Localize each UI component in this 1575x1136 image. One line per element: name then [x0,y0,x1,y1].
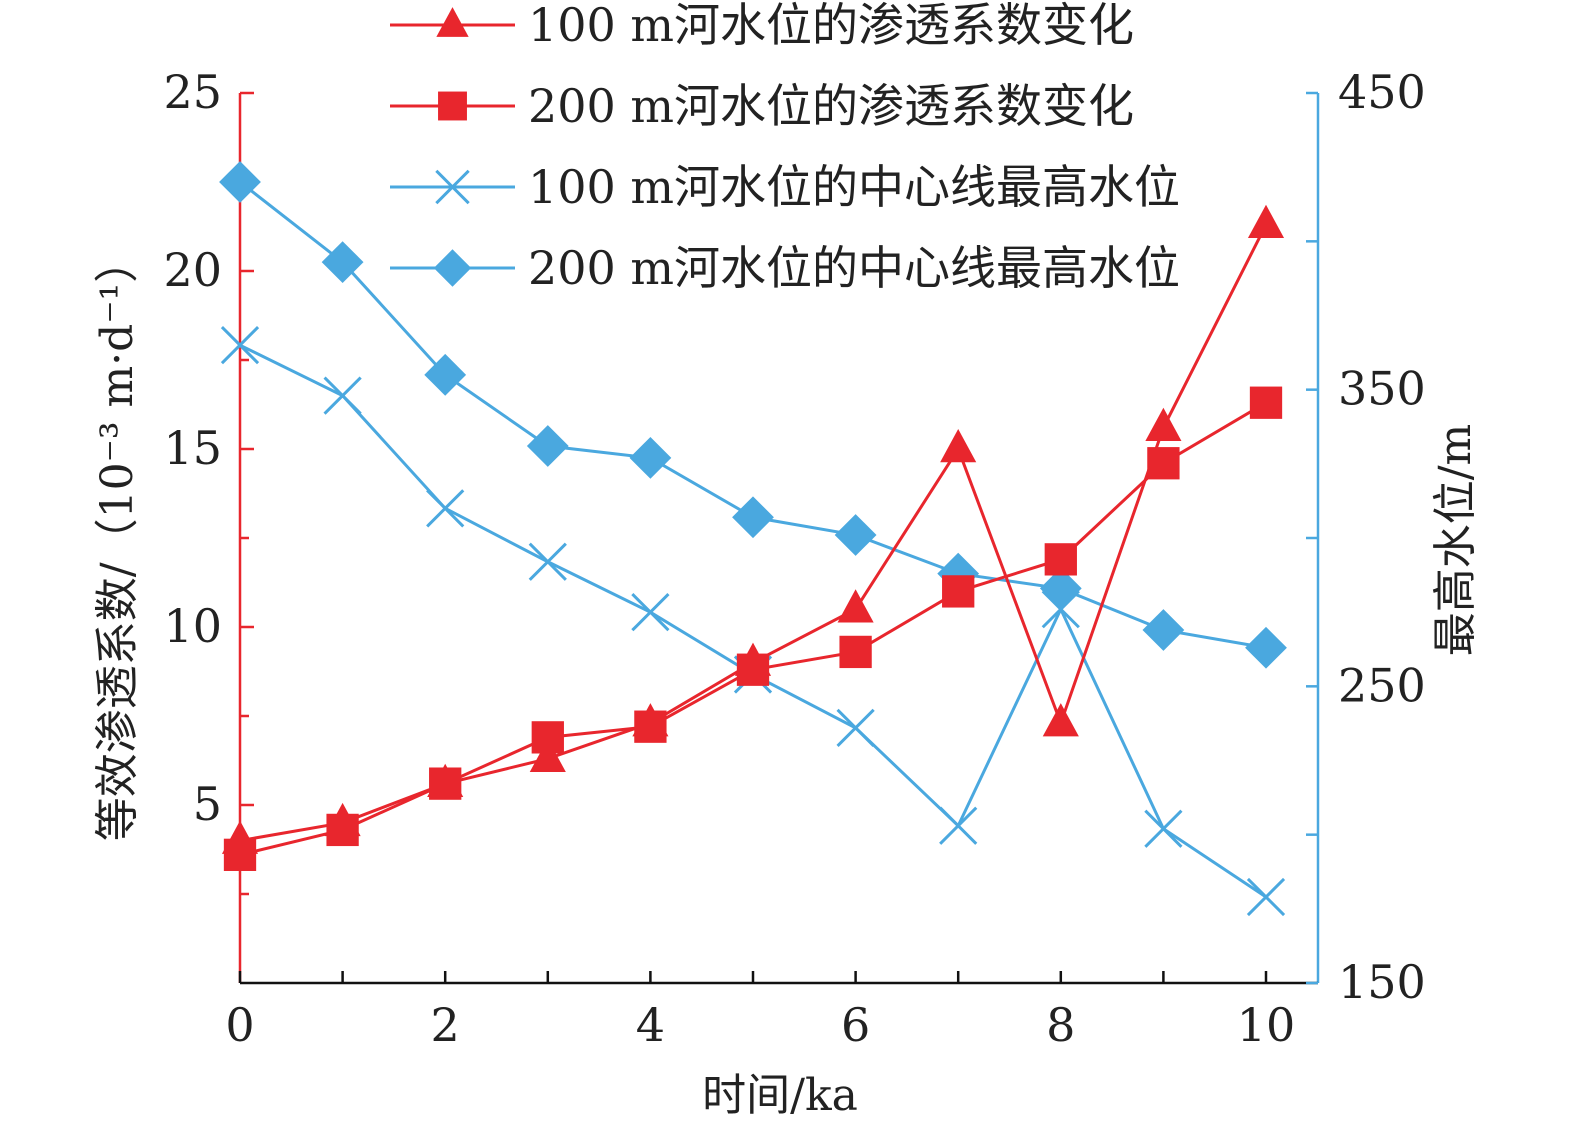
legend-item: 200 m河水位的中心线最高水位 [390,241,1180,295]
data-point-x [1144,809,1183,848]
data-point-diamond [1245,626,1287,669]
left-y-axis-label: 等效渗透系数/（10⁻³ m·d⁻¹） [92,239,143,841]
legend-label: 200 m河水位的渗透系数变化 [528,79,1134,133]
data-point-x [631,593,670,632]
x-tick-label: 8 [1046,998,1075,1052]
x-marker-stroke [1246,877,1286,917]
left-y-tick-label: 10 [163,599,222,653]
data-point-square [634,710,667,743]
legend-label: 200 m河水位的中心线最高水位 [528,241,1180,295]
x-tick-label: 4 [636,998,665,1052]
right-y-tick-label: 150 [1338,955,1426,1009]
series-layer [219,161,1287,917]
left-y-tick-label: 15 [163,421,222,475]
data-point-square [839,635,872,669]
x-marker-stroke [631,593,670,632]
legend-label: 100 m河水位的渗透系数变化 [528,0,1134,52]
data-point-x [1246,877,1286,917]
data-point-square [326,813,359,847]
data-point-square [223,838,257,871]
x-tick-label: 6 [841,998,870,1052]
data-point-diamond [1142,609,1185,651]
legend-label: 100 m河水位的中心线最高水位 [528,160,1180,214]
series-x-group [220,326,1286,917]
data-point-triangle [1247,204,1285,239]
axes-layer: 0 2 4 6 8 10 5 10 15 20 25 150 250 350 450 [163,65,1425,1052]
left-y-tick-label: 20 [163,243,222,297]
series-line [239,401,1267,857]
legend-marker-triangle [436,7,469,37]
x-marker-stroke [426,489,465,528]
data-point-diamond [424,353,467,396]
x-marker-stroke [435,169,470,205]
data-point-triangle [837,589,874,623]
x-tick-label: 10 [1237,998,1296,1052]
data-point-square [429,767,462,800]
data-point-diamond [1039,567,1082,610]
data-point-square [1249,386,1283,419]
left-y-tick-label: 5 [193,777,222,831]
x-marker-stroke [528,542,567,581]
data-point-triangle [1145,407,1182,441]
x-marker-stroke [1144,809,1183,848]
x-marker-stroke [323,376,362,415]
right-y-tick-label: 350 [1338,362,1426,416]
left-y-tick-label: 25 [163,65,222,119]
data-point-diamond [321,241,364,283]
data-point-square [736,653,770,686]
data-point-triangle [1042,703,1079,737]
x-marker-stroke [939,806,978,845]
data-point-x [323,376,362,415]
right-y-tick-label: 450 [1338,65,1426,119]
data-point-square [1044,543,1077,576]
data-point-triangle [529,738,566,773]
data-point-x [939,806,978,845]
data-point-x [426,489,465,528]
legend-item: 100 m河水位的中心线最高水位 [390,160,1180,214]
data-point-square [531,721,564,754]
data-point-diamond [526,425,569,467]
data-point-square [942,575,975,608]
x-tick-label: 0 [225,998,254,1052]
legend-item: 100 m河水位的渗透系数变化 [390,0,1134,52]
series-diamond-group [219,161,1287,669]
data-point-x [528,542,567,581]
data-point-x [836,708,875,747]
legend-marker-square [438,91,467,121]
data-point-diamond [629,437,672,479]
data-point-diamond [219,161,261,203]
series-square-group [223,386,1283,871]
data-point-square [1147,447,1180,480]
legend-marker-diamond [433,249,472,287]
legend: 100 m河水位的渗透系数变化 200 m河水位的渗透系数变化 100 m河水位的中… [390,0,1180,295]
x-marker-stroke [220,326,260,365]
data-point-triangle [940,429,977,463]
legend-item: 200 m河水位的渗透系数变化 [390,79,1134,133]
series-line [239,343,1267,899]
x-marker-stroke [836,708,875,747]
right-y-axis-label: 最高水位/m [1430,424,1481,657]
data-point-diamond [732,496,774,539]
data-point-diamond [834,514,877,556]
legend-marker-x [435,169,470,205]
data-point-x [220,326,260,365]
x-axis-label: 时间/ka [702,1070,858,1121]
right-y-tick-label: 250 [1338,658,1426,712]
x-tick-label: 2 [431,998,460,1052]
